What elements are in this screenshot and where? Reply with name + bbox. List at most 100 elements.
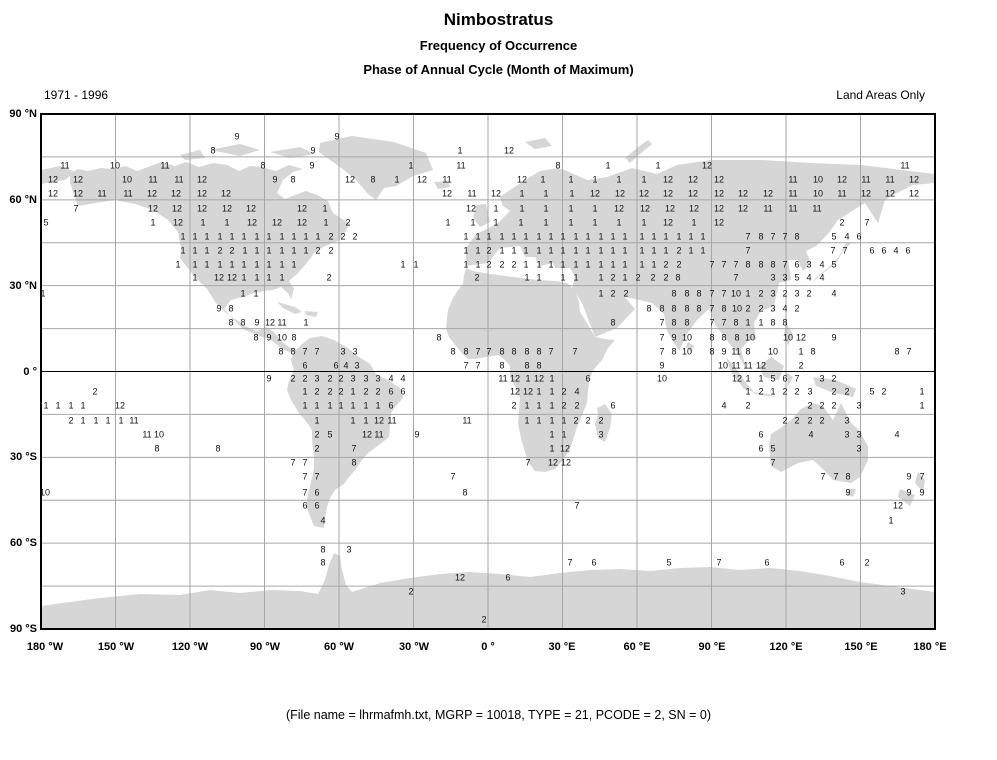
grid-month-value: 4 xyxy=(844,231,850,242)
grid-month-value: 12 xyxy=(441,188,453,199)
grid-month-value: 2 xyxy=(844,386,850,397)
grid-month-value: 1 xyxy=(569,188,575,199)
grid-month-value: 2 xyxy=(338,373,344,384)
grid-month-value: 1 xyxy=(224,217,230,228)
grid-month-value: 8 xyxy=(770,317,776,328)
grid-month-value: 1 xyxy=(919,386,925,397)
grid-month-value: 11 xyxy=(743,360,753,371)
grid-month-value: 12 xyxy=(613,203,625,214)
grid-month-value: 2 xyxy=(314,386,320,397)
grid-month-value: 1 xyxy=(560,272,566,283)
longitude-axis-label: 150 °W xyxy=(97,641,135,653)
grid-month-value: 1 xyxy=(568,217,574,228)
grid-month-value: 1 xyxy=(302,386,308,397)
grid-month-value: 1 xyxy=(204,259,210,270)
grid-month-value: 11 xyxy=(788,174,798,185)
grid-month-value: 8 xyxy=(696,288,702,299)
period-label: 1971 - 1996 xyxy=(44,88,109,102)
landmass-sumatra xyxy=(726,357,754,392)
longitude-axis-label: 30 °E xyxy=(548,641,576,653)
grid-month-value: 1 xyxy=(322,203,328,214)
grid-month-value: 9 xyxy=(309,160,315,171)
grid-month-value: 7 xyxy=(906,346,912,357)
grid-month-value: 1 xyxy=(400,259,406,270)
grid-month-value: 2 xyxy=(327,373,333,384)
grid-month-value: 2 xyxy=(758,288,764,299)
grid-month-value: 7 xyxy=(721,259,727,270)
grid-month-value: 7 xyxy=(721,317,727,328)
grid-month-value: 1 xyxy=(217,259,223,270)
grid-month-value: 1 xyxy=(279,259,285,270)
grid-month-value: 1 xyxy=(266,245,272,256)
grid-month-value: 8 xyxy=(291,332,297,343)
landmass-svalbard xyxy=(525,138,552,149)
grid-month-value: 1 xyxy=(573,272,579,283)
grid-month-value: 1 xyxy=(688,245,694,256)
grid-month-value: 8 xyxy=(734,332,740,343)
grid-month-value: 8 xyxy=(782,317,788,328)
grid-month-value: 2 xyxy=(363,386,369,397)
grid-month-value: 1 xyxy=(254,272,260,283)
grid-month-value: 10 xyxy=(730,288,742,299)
grid-month-value: 12 xyxy=(509,386,521,397)
grid-month-value: 1 xyxy=(43,400,49,411)
page-subtitle-2: Phase of Annual Cycle (Month of Maximum) xyxy=(363,62,634,77)
grid-month-value: 5 xyxy=(770,443,776,454)
grid-month-value: 10 xyxy=(109,160,121,171)
grid-month-value: 1 xyxy=(486,231,492,242)
grid-month-value: 8 xyxy=(499,360,505,371)
grid-month-value: 8 xyxy=(659,303,665,314)
landmass-arctic_blob2 xyxy=(270,147,315,158)
grid-month-value: 8 xyxy=(290,346,296,357)
grid-month-value: 8 xyxy=(684,317,690,328)
grid-month-value: 1 xyxy=(314,415,320,426)
grid-month-value: 8 xyxy=(709,332,715,343)
grid-month-value: 1 xyxy=(585,231,591,242)
grid-month-value: 2 xyxy=(585,415,591,426)
grid-month-value: 8 xyxy=(536,346,542,357)
grid-month-value: 8 xyxy=(610,317,616,328)
latitude-axis-label: 30 °S xyxy=(9,451,37,463)
grid-month-value: 1 xyxy=(68,400,74,411)
grid-month-value: 3 xyxy=(844,415,850,426)
grid-month-value: 9 xyxy=(906,487,912,498)
latitude-axis-label: 90 °N xyxy=(9,108,37,120)
grid-month-value: 2 xyxy=(610,288,616,299)
grid-month-value: 7 xyxy=(716,557,722,568)
grid-month-value: 10 xyxy=(744,332,756,343)
grid-month-value: 12 xyxy=(731,373,743,384)
grid-month-value: 2 xyxy=(831,400,837,411)
grid-month-value: 2 xyxy=(839,217,845,228)
grid-month-value: 6 xyxy=(794,259,800,270)
longitude-axis-label: 0 ° xyxy=(481,641,495,653)
grid-month-value: 1 xyxy=(592,203,598,214)
grid-month-value: 12 xyxy=(170,188,182,199)
grid-month-value: 8 xyxy=(228,317,234,328)
grid-month-value: 7 xyxy=(314,471,320,482)
grid-month-value: 1 xyxy=(549,415,555,426)
grid-month-value: 12 xyxy=(662,174,674,185)
grid-month-value: 12 xyxy=(373,415,385,426)
latitude-axis-label: 30 °N xyxy=(9,280,37,292)
grid-month-value: 5 xyxy=(666,557,672,568)
grid-month-value: 11 xyxy=(788,203,798,214)
grid-month-value: 8 xyxy=(320,544,326,555)
grid-month-value: 2 xyxy=(819,400,825,411)
grid-month-value: 10 xyxy=(812,174,824,185)
grid-month-value: 1 xyxy=(561,429,567,440)
grid-month-value: 8 xyxy=(894,346,900,357)
grid-month-value: 6 xyxy=(782,373,788,384)
grid-month-value: 7 xyxy=(820,471,826,482)
grid-month-value: 6 xyxy=(333,360,339,371)
grid-month-value: 9 xyxy=(919,487,925,498)
grid-month-value: 12 xyxy=(296,203,308,214)
grid-month-value: 1 xyxy=(375,400,381,411)
grid-month-value: 11 xyxy=(174,174,184,185)
grid-month-value: 1 xyxy=(363,415,369,426)
grid-month-value: 7 xyxy=(73,203,79,214)
grid-month-value: 7 xyxy=(314,346,320,357)
grid-month-value: 1 xyxy=(700,231,706,242)
landmass-arctic_blob3 xyxy=(180,150,205,160)
grid-month-value: 1 xyxy=(314,400,320,411)
grid-month-value: 7 xyxy=(919,471,925,482)
